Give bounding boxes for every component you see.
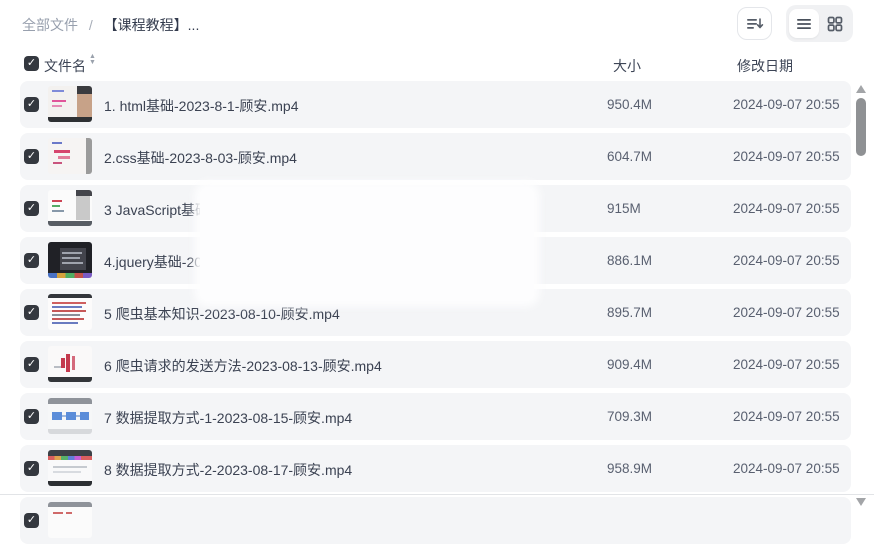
row-checkbox[interactable] xyxy=(24,149,39,164)
file-size: 958.9M xyxy=(607,461,653,476)
file-thumbnail xyxy=(48,86,92,122)
file-modified: 2024-09-07 20:55 xyxy=(733,149,840,164)
file-size: 909.4M xyxy=(607,357,653,372)
list-view-icon xyxy=(796,17,812,31)
file-size: 709.3M xyxy=(607,409,653,424)
file-name[interactable]: 4.jquery基础-2023-8 xyxy=(104,254,231,270)
file-size: 895.7M xyxy=(607,305,653,320)
list-view-button[interactable] xyxy=(789,9,819,38)
file-name[interactable]: 1. html基础-2023-8-1-顾安.mp4 xyxy=(104,98,299,114)
file-name[interactable]: 7 数据提取方式-1-2023-08-15-顾安.mp4 xyxy=(104,410,353,426)
view-toggle xyxy=(786,5,853,42)
file-modified: 2024-09-07 20:55 xyxy=(733,409,840,424)
breadcrumb-current: 【课程教程】... xyxy=(103,17,200,33)
file-thumbnail xyxy=(48,294,92,330)
table-row[interactable]: 5 爬虫基本知识-2023-08-10-顾安.mp4 895.7M 2024-0… xyxy=(20,289,851,336)
select-all-checkbox[interactable] xyxy=(24,56,39,71)
file-modified: 2024-09-07 20:55 xyxy=(733,253,840,268)
scrollbar-down-arrow[interactable] xyxy=(856,498,866,506)
file-name[interactable]: 6 爬虫请求的发送方法-2023-08-13-顾安.mp4 xyxy=(104,358,382,374)
sort-order-button[interactable] xyxy=(737,7,772,40)
file-list: 1. html基础-2023-8-1-顾安.mp4 950.4M 2024-09… xyxy=(20,81,851,549)
file-modified: 2024-09-07 20:55 xyxy=(733,97,840,112)
row-checkbox[interactable] xyxy=(24,357,39,372)
column-header-modified: 修改日期 xyxy=(737,58,793,74)
file-name[interactable]: 2.css基础-2023-8-03-顾安.mp4 xyxy=(104,150,297,166)
row-checkbox[interactable] xyxy=(24,253,39,268)
file-thumbnail xyxy=(48,346,92,382)
file-name[interactable]: 8 数据提取方式-2-2023-08-17-顾安.mp4 xyxy=(104,462,353,478)
breadcrumb-separator: / xyxy=(88,17,93,33)
column-header-name[interactable]: 文件名 xyxy=(44,58,86,74)
table-row[interactable]: 7 数据提取方式-1-2023-08-15-顾安.mp4 709.3M 2024… xyxy=(20,393,851,440)
file-thumbnail xyxy=(48,450,92,486)
file-thumbnail xyxy=(48,502,92,538)
breadcrumb-root[interactable]: 全部文件 xyxy=(22,17,78,33)
row-checkbox[interactable] xyxy=(24,461,39,476)
grid-view-button[interactable] xyxy=(820,9,850,38)
file-thumbnail xyxy=(48,398,92,434)
file-size: 886.1M xyxy=(607,253,653,268)
censor-overlay xyxy=(200,187,534,301)
file-size: 604.7M xyxy=(607,149,653,164)
grid-view-icon xyxy=(827,16,843,32)
table-row[interactable]: 8 数据提取方式-2-2023-08-17-顾安.mp4 958.9M 2024… xyxy=(20,445,851,492)
file-modified: 2024-09-07 20:55 xyxy=(733,357,840,372)
column-header-size: 大小 xyxy=(613,58,641,74)
file-size: 950.4M xyxy=(607,97,653,112)
bottom-divider xyxy=(0,494,874,495)
table-row[interactable]: 2.css基础-2023-8-03-顾安.mp4 604.7M 2024-09-… xyxy=(20,133,851,180)
row-checkbox[interactable] xyxy=(24,97,39,112)
scrollbar-thumb[interactable] xyxy=(856,98,866,156)
row-checkbox[interactable] xyxy=(24,201,39,216)
file-modified: 2024-09-07 20:55 xyxy=(733,461,840,476)
file-modified: 2024-09-07 20:55 xyxy=(733,201,840,216)
scrollbar-up-arrow[interactable] xyxy=(856,85,866,93)
row-checkbox[interactable] xyxy=(24,305,39,320)
table-row[interactable]: 1. html基础-2023-8-1-顾安.mp4 950.4M 2024-09… xyxy=(20,81,851,128)
table-row[interactable] xyxy=(20,497,851,544)
breadcrumb: 全部文件 / 【课程教程】... xyxy=(22,15,199,35)
file-modified: 2024-09-07 20:55 xyxy=(733,305,840,320)
file-thumbnail xyxy=(48,242,92,278)
sort-descending-icon xyxy=(746,16,764,32)
file-thumbnail xyxy=(48,190,92,226)
sort-asc-desc-icon[interactable]: ▲ ▼ xyxy=(89,53,96,66)
file-size: 915M xyxy=(607,201,641,216)
file-name[interactable]: 5 爬虫基本知识-2023-08-10-顾安.mp4 xyxy=(104,306,340,322)
table-row[interactable]: 6 爬虫请求的发送方法-2023-08-13-顾安.mp4 909.4M 202… xyxy=(20,341,851,388)
file-thumbnail xyxy=(48,138,92,174)
row-checkbox[interactable] xyxy=(24,513,39,528)
row-checkbox[interactable] xyxy=(24,409,39,424)
